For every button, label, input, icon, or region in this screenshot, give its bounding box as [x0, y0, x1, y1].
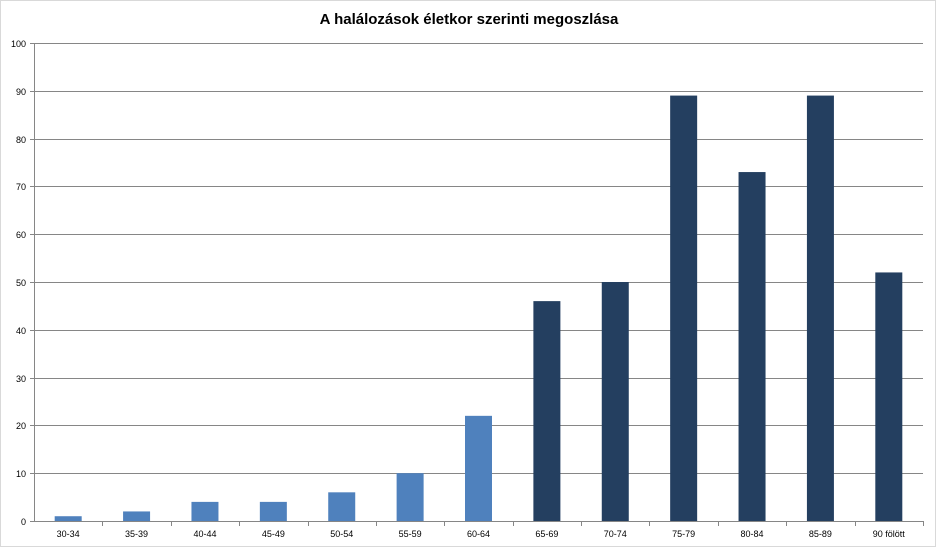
y-tick-label: 40 [16, 326, 26, 336]
bar-45-49 [259, 501, 287, 521]
y-tick-label: 60 [16, 230, 26, 240]
gridlines [34, 43, 923, 474]
x-tick-label: 60-64 [467, 529, 490, 539]
bar-60-64 [465, 415, 492, 521]
y-tick-label: 70 [16, 182, 26, 192]
bar-55-59 [396, 473, 424, 521]
x-tick-label: 45-49 [262, 529, 285, 539]
chart-title: A halálozások életkor szerinti megoszlás… [319, 11, 619, 28]
bar-65-69 [533, 301, 561, 521]
y-tick-label: 0 [21, 517, 26, 527]
x-tick-label: 70-74 [604, 529, 627, 539]
x-tick-label: 90 fölött [873, 529, 906, 539]
bar-35-39 [123, 511, 151, 521]
x-tick-label: 75-79 [672, 529, 695, 539]
y-tick-label: 10 [16, 469, 26, 479]
x-tick-label: 50-54 [330, 529, 353, 539]
y-tick-label: 90 [16, 87, 26, 97]
x-tick-label: 65-69 [535, 529, 558, 539]
bar-85-89 [806, 95, 834, 521]
y-tick-label: 80 [16, 135, 26, 145]
tick-labels: 0 10 20 30 40 50 60 70 80 90 100 30-34 35-39 40-44 45-… [11, 39, 905, 539]
x-tick-label: 30-34 [57, 529, 80, 539]
bar-30-34 [54, 516, 82, 521]
bar-70-74 [601, 282, 629, 521]
x-tick-label: 35-39 [125, 529, 148, 539]
y-tick-label: 100 [11, 39, 26, 49]
y-tick-label: 20 [16, 421, 26, 431]
y-tick-label: 50 [16, 278, 26, 288]
x-tick-label: 85-89 [809, 529, 832, 539]
bar-80-84 [738, 172, 766, 521]
axes [30, 43, 924, 526]
x-tick-label: 80-84 [741, 529, 764, 539]
bar-40-44 [191, 501, 219, 521]
bar-75-79 [670, 95, 698, 521]
y-tick-label: 30 [16, 374, 26, 384]
x-tick-label: 40-44 [193, 529, 216, 539]
bar-50-54 [328, 492, 356, 521]
bars [54, 95, 903, 521]
bar-90-fölött [875, 272, 903, 521]
x-tick-label: 55-59 [399, 529, 422, 539]
